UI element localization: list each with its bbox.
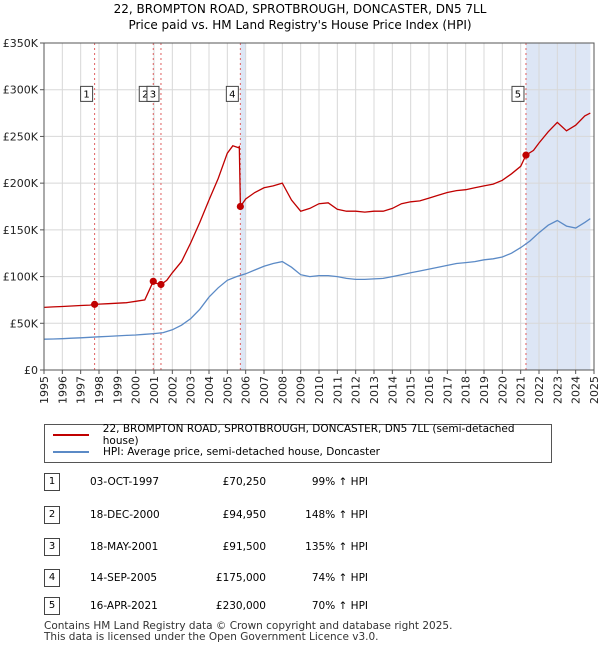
y-tick-label: £200K xyxy=(3,177,39,190)
transaction-number: 5 xyxy=(44,597,60,615)
table-row: 1 03-OCT-1997 £70,250 99% ↑ HPI xyxy=(44,473,464,493)
legend-item-property: 22, BROMPTON ROAD, SPROTBROUGH, DONCASTE… xyxy=(53,423,551,447)
x-tick-label: 1998 xyxy=(93,376,106,404)
x-tick-label: 2022 xyxy=(533,376,546,404)
transaction-price: £70,250 xyxy=(222,476,266,488)
sale-point xyxy=(157,280,165,289)
hpi-series-line xyxy=(43,218,591,340)
transaction-date: 03-OCT-1997 xyxy=(90,476,159,488)
x-tick-label: 1996 xyxy=(56,376,69,404)
transaction-number: 1 xyxy=(44,473,60,491)
chart-legend: 22, BROMPTON ROAD, SPROTBROUGH, DONCASTE… xyxy=(44,423,552,463)
sale-label: 1 xyxy=(83,89,89,100)
y-tick-label: £350K xyxy=(3,37,39,50)
transaction-hpi: 99% ↑ HPI xyxy=(311,476,368,488)
sale-label: 2 xyxy=(142,89,148,100)
x-tick-label: 2016 xyxy=(423,376,436,404)
x-tick-label: 2005 xyxy=(221,376,234,404)
table-row: 5 16-APR-2021 £230,000 70% ↑ HPI xyxy=(44,597,464,617)
shaded-region xyxy=(525,43,591,370)
y-tick-label: £100K xyxy=(3,271,39,284)
x-tick-label: 2020 xyxy=(496,376,509,404)
x-tick-label: 2012 xyxy=(350,376,363,404)
y-tick-label: £0 xyxy=(24,364,38,377)
transaction-price: £175,000 xyxy=(215,572,266,584)
x-tick-label: 2023 xyxy=(551,376,564,404)
transaction-date: 18-DEC-2000 xyxy=(90,509,160,521)
table-row: 3 18-MAY-2001 £91,500 135% ↑ HPI xyxy=(44,538,464,558)
x-tick-label: 2013 xyxy=(368,376,381,404)
transaction-price: £230,000 xyxy=(215,600,266,612)
x-tick-label: 2018 xyxy=(460,376,473,404)
x-tick-label: 2004 xyxy=(203,376,216,404)
transaction-hpi: 74% ↑ HPI xyxy=(311,572,368,584)
sale-point xyxy=(236,202,244,211)
sale-label: 4 xyxy=(229,89,235,100)
transaction-hpi: 70% ↑ HPI xyxy=(311,600,368,612)
transaction-price: £94,950 xyxy=(222,509,266,521)
property-series-line xyxy=(43,112,591,309)
transaction-hpi: 135% ↑ HPI xyxy=(305,541,368,553)
sale-point xyxy=(522,151,530,159)
y-tick-label: £250K xyxy=(3,130,39,143)
x-tick-label: 2009 xyxy=(295,376,308,404)
x-tick-label: 2010 xyxy=(313,376,326,404)
x-tick-label: 2008 xyxy=(276,376,289,404)
table-row: 4 14-SEP-2005 £175,000 74% ↑ HPI xyxy=(44,569,464,589)
sale-point xyxy=(91,300,99,308)
y-tick-label: £150K xyxy=(3,224,39,237)
legend-swatch-hpi xyxy=(53,451,89,453)
x-tick-label: 2002 xyxy=(166,376,179,404)
x-tick-label: 2003 xyxy=(185,376,198,404)
x-tick-label: 2000 xyxy=(130,376,143,404)
x-tick-label: 2024 xyxy=(570,376,583,404)
transaction-number: 3 xyxy=(44,538,60,556)
legend-swatch-property xyxy=(53,434,89,436)
transaction-hpi: 148% ↑ HPI xyxy=(305,509,368,521)
x-tick-label: 2025 xyxy=(588,376,600,404)
sale-point xyxy=(149,277,157,285)
sale-label: 5 xyxy=(515,89,521,100)
x-tick-label: 2014 xyxy=(386,376,399,404)
chart-subtitle: Price paid vs. HM Land Registry's House … xyxy=(128,18,472,32)
legend-label-property: 22, BROMPTON ROAD, SPROTBROUGH, DONCASTE… xyxy=(102,423,515,447)
x-tick-label: 1995 xyxy=(38,376,51,404)
x-tick-label: 2015 xyxy=(405,376,418,404)
transaction-number: 2 xyxy=(44,506,60,524)
y-tick-label: £50K xyxy=(10,317,39,330)
transaction-number: 4 xyxy=(44,569,60,587)
transaction-date: 18-MAY-2001 xyxy=(90,541,159,553)
sale-label-box xyxy=(225,85,239,102)
footer: Contains HM Land Registry data © Crown c… xyxy=(44,621,452,643)
legend-label-hpi: HPI: Average price, semi-detached house,… xyxy=(103,446,380,458)
x-tick-label: 1999 xyxy=(111,376,124,404)
x-tick-label: 2001 xyxy=(148,376,161,404)
legend-item-hpi: HPI: Average price, semi-detached house,… xyxy=(53,444,380,460)
table-row: 2 18-DEC-2000 £94,950 148% ↑ HPI xyxy=(44,506,464,526)
sale-label: 3 xyxy=(150,89,156,100)
sale-label-box xyxy=(146,85,160,102)
y-tick-label: £300K xyxy=(3,84,39,97)
chart-title: 22, BROMPTON ROAD, SPROTBROUGH, DONCASTE… xyxy=(113,2,487,16)
x-tick-label: 2017 xyxy=(441,376,454,404)
footer-copyright: Contains HM Land Registry data © Crown c… xyxy=(44,620,453,632)
transaction-date: 14-SEP-2005 xyxy=(90,572,158,584)
x-tick-label: 2006 xyxy=(240,376,253,404)
x-tick-label: 2021 xyxy=(515,376,528,404)
transaction-date: 16-APR-2021 xyxy=(90,600,158,612)
x-tick-label: 2011 xyxy=(331,376,344,404)
sale-label-box xyxy=(80,85,94,102)
transaction-price: £91,500 xyxy=(222,541,266,553)
x-tick-label: 1997 xyxy=(75,376,88,404)
x-tick-label: 2019 xyxy=(478,376,491,404)
sale-label-box xyxy=(511,85,525,102)
footer-licence: This data is licensed under the Open Gov… xyxy=(44,631,379,643)
x-tick-label: 2007 xyxy=(258,376,271,404)
